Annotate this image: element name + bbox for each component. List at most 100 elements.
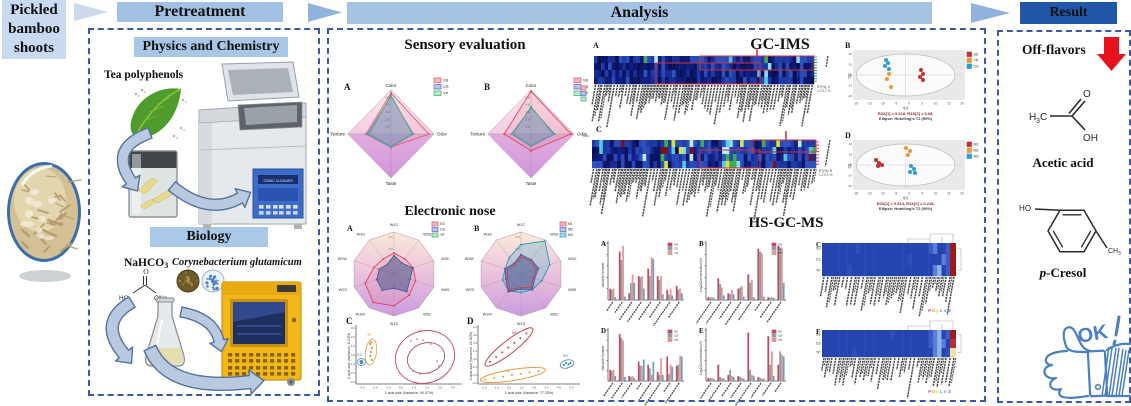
svg-text:S: S	[948, 308, 951, 313]
svg-text:3: 3	[1118, 251, 1121, 257]
svg-text:W5S: W5S	[423, 232, 432, 236]
svg-text:SS: SS	[778, 329, 782, 333]
svg-text:1.0: 1.0	[412, 386, 417, 390]
svg-text:SS: SS	[816, 333, 821, 337]
svg-text:2.0: 2.0	[516, 247, 520, 251]
svg-text:0: 0	[908, 102, 910, 106]
svg-text:Ellipse: Hotelling's T2 (95%): Ellipse: Hotelling's T2 (95%)	[879, 206, 933, 211]
svg-text:1.0: 1.0	[389, 259, 393, 263]
svg-text:W3S: W3S	[357, 232, 366, 236]
svg-text:-2.0: -2.0	[472, 373, 478, 377]
svg-text:A: A	[593, 41, 599, 50]
svg-text:2-axis axis (Variance: 21.02%): 2-axis axis (Variance: 21.02%)	[469, 332, 473, 380]
svg-text:CS: CS	[674, 247, 678, 251]
svg-text:CS: CS	[357, 353, 363, 357]
svg-text:CS: CS	[778, 247, 782, 251]
svg-text:2.0: 2.0	[385, 117, 390, 121]
svg-text:1-axis axis (Variance: 77.33%): 1-axis axis (Variance: 77.33%)	[505, 391, 553, 395]
svg-text:M1: M1	[974, 143, 979, 147]
svg-text:W1C: W1C	[390, 223, 399, 227]
svg-text:0.0: 0.0	[507, 386, 512, 390]
svg-text:t[1]: t[1]	[903, 196, 908, 200]
svg-text:C: C	[596, 125, 602, 134]
svg-text:E: E	[699, 327, 704, 335]
svg-text:YP: YP	[778, 338, 782, 342]
svg-text:SS: SS	[974, 53, 979, 57]
svg-text:M2: M2	[568, 228, 573, 232]
svg-text:W1C: W1C	[517, 223, 526, 227]
svg-text:RT(%): A: RT(%): A	[817, 85, 831, 89]
svg-text:-20: -20	[848, 94, 853, 98]
svg-text:SS: SS	[443, 78, 449, 83]
svg-text:D: D	[845, 131, 851, 140]
svg-text:CS: CS	[674, 334, 678, 338]
svg-text:SONIC CLEANER: SONIC CLEANER	[263, 179, 293, 183]
svg-text:GC-IMS: GC-IMS	[750, 36, 810, 53]
svg-text:D: D	[601, 327, 606, 335]
svg-text:Variable Number: Variable Number	[601, 345, 605, 371]
svg-text:t[2]: t[2]	[848, 74, 852, 79]
svg-text:Color: Color	[386, 83, 397, 88]
svg-text:W1W: W1W	[356, 313, 366, 317]
svg-text:t[1]: t[1]	[903, 106, 908, 110]
svg-text:Color: Color	[526, 83, 537, 88]
svg-text:W3C: W3C	[568, 257, 577, 261]
svg-text:-20: -20	[848, 184, 853, 188]
svg-text:YP: YP	[674, 251, 678, 255]
svg-text:4.0: 4.0	[473, 325, 478, 329]
svg-text:YP: YP	[974, 59, 979, 63]
svg-text:-10: -10	[848, 84, 853, 88]
svg-text:H: H	[1029, 112, 1036, 123]
svg-text:A: A	[601, 240, 606, 248]
svg-text:10: 10	[849, 153, 853, 157]
svg-text:-2.0: -2.0	[372, 386, 378, 390]
svg-text:10: 10	[934, 102, 938, 106]
svg-text:SS: SS	[418, 329, 423, 333]
svg-text:Log2(Concentration)%: Log2(Concentration)%	[699, 341, 703, 375]
svg-text:B: B	[484, 82, 490, 92]
svg-text:O: O	[1083, 89, 1091, 100]
svg-text:20: 20	[849, 52, 853, 56]
svg-text:R2X[1] = 0.618, R2X[2] = 0.08,: R2X[1] = 0.618, R2X[2] = 0.08,	[878, 111, 934, 116]
svg-text:M2: M2	[505, 369, 510, 373]
svg-text:0.0: 0.0	[399, 386, 404, 390]
svg-text:W2S: W2S	[466, 288, 475, 292]
svg-text:M2: M2	[974, 149, 979, 153]
svg-text:G: G	[932, 389, 936, 394]
svg-text:A: A	[344, 82, 351, 92]
svg-text:W2W: W2W	[338, 257, 348, 261]
svg-text:W5S: W5S	[550, 232, 559, 236]
svg-text:1.0: 1.0	[519, 386, 524, 390]
svg-text:3.0: 3.0	[351, 326, 356, 330]
svg-text:Variable Number: Variable Number	[601, 262, 605, 288]
svg-text:YP: YP	[674, 338, 678, 342]
svg-text:G: G	[932, 308, 936, 313]
svg-text:3.0: 3.0	[544, 386, 549, 390]
svg-text:0.0: 0.0	[351, 353, 356, 357]
svg-text:1.2 0.1 %: 1.2 0.1 %	[819, 173, 833, 177]
svg-text:15: 15	[947, 102, 951, 106]
svg-text:M1: M1	[512, 331, 517, 335]
svg-text:M1: M1	[568, 222, 573, 226]
svg-text:15: 15	[947, 192, 951, 196]
svg-text:2.0: 2.0	[532, 386, 537, 390]
svg-text:5.0: 5.0	[385, 95, 390, 99]
svg-text:RT(%): B: RT(%): B	[819, 169, 832, 173]
svg-text:YP: YP	[367, 333, 372, 337]
svg-text:M3: M3	[563, 354, 568, 358]
svg-text:-1.0: -1.0	[350, 362, 356, 366]
svg-text:5.0: 5.0	[569, 386, 574, 390]
svg-text:3.0: 3.0	[473, 333, 478, 337]
svg-text:3.0: 3.0	[385, 110, 390, 114]
svg-text:3: 3	[1036, 118, 1040, 125]
svg-text:1-axis axis (Variance: 90.07%): 1-axis axis (Variance: 90.07%)	[385, 391, 433, 395]
svg-text:5: 5	[921, 102, 923, 106]
svg-text:CS: CS	[974, 65, 980, 69]
svg-text:5: 5	[921, 192, 923, 196]
svg-text:-3.0: -3.0	[359, 386, 365, 390]
svg-text:SS: SS	[674, 242, 678, 246]
svg-text:W1S: W1S	[517, 322, 526, 326]
svg-text:L: L	[940, 308, 943, 313]
svg-text:Log2(Concentration)%: Log2(Concentration)%	[699, 258, 703, 292]
svg-text:HO: HO	[1019, 204, 1031, 213]
